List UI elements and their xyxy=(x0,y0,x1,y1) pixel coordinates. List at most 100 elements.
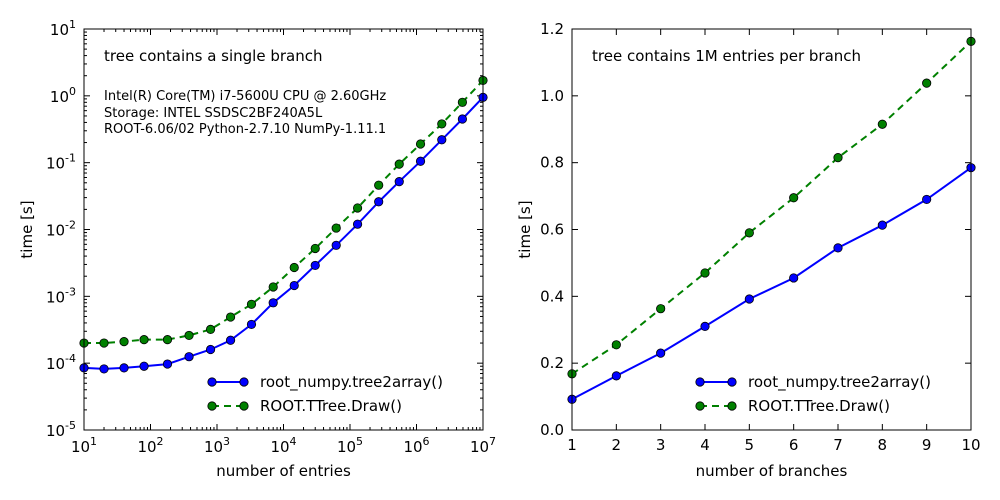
axes-frame xyxy=(571,28,972,431)
data-point xyxy=(611,371,621,381)
data-point xyxy=(139,361,149,371)
x-tick-label: 102 xyxy=(137,435,163,456)
axes-frame xyxy=(83,28,484,431)
data-point xyxy=(394,177,404,187)
data-point xyxy=(225,312,236,322)
data-point xyxy=(162,335,173,345)
y-tick-label: 101 xyxy=(50,18,76,39)
data-point xyxy=(352,203,363,213)
data-point xyxy=(833,153,843,163)
legend-marker xyxy=(695,377,705,387)
panel-annotation-line: ROOT-6.06/02 Python-2.7.10 NumPy-1.11.1 xyxy=(104,122,386,137)
legend-label: ROOT.TTree.Draw() xyxy=(748,397,890,415)
legend-marker xyxy=(239,401,249,411)
panel-left: 101 102 103 104 105 106 107 10-5 10-4 10-3 10-2 10-… xyxy=(18,18,496,480)
legend-marker xyxy=(727,401,737,411)
data-point xyxy=(268,282,278,292)
y-tick-label: 0.2 xyxy=(540,354,564,372)
panel-right: 1 2 3 4 5 6 7 8 9 10 0.0 0.2 0.4 0.6 0.8 1.0 1.2 number o… xyxy=(516,20,981,480)
data-point xyxy=(877,220,887,230)
x-tick-label: 2 xyxy=(612,436,622,454)
panel-annotation-title: tree contains 1M entries per branch xyxy=(592,47,861,65)
data-point xyxy=(268,298,278,308)
data-point xyxy=(656,304,666,314)
x-tick-label: 105 xyxy=(337,435,363,456)
y-tick-label: 10-4 xyxy=(46,352,76,373)
legend-marker xyxy=(727,377,737,387)
data-point xyxy=(352,219,363,229)
data-point xyxy=(744,228,754,238)
series-line xyxy=(571,40,972,375)
x-tick-label: 101 xyxy=(71,435,97,456)
y-tick-label: 0.0 xyxy=(540,421,564,439)
x-tick-label: 104 xyxy=(270,435,296,456)
legend-marker xyxy=(207,401,217,411)
series-line xyxy=(83,96,484,370)
data-point xyxy=(225,335,236,345)
panel-annotation-line: Intel(R) Core(TM) i7-5600U CPU @ 2.60GHz xyxy=(104,89,386,104)
x-axis-label: number of branches xyxy=(696,462,848,480)
panel-annotation-title: tree contains a single branch xyxy=(104,47,322,65)
data-point xyxy=(700,321,710,332)
data-point xyxy=(289,262,299,273)
series-line xyxy=(571,166,972,401)
y-tick-label: 1.0 xyxy=(540,87,564,105)
data-point xyxy=(246,299,257,309)
data-point xyxy=(789,273,799,283)
x-tick-label: 6 xyxy=(789,436,799,454)
data-point xyxy=(162,359,173,369)
data-point xyxy=(331,223,341,233)
y-tick-label: 10-5 xyxy=(46,419,76,440)
y-tick-label: 10-1 xyxy=(46,152,76,173)
y-tick-label: 1.2 xyxy=(540,20,564,38)
series-tree2array xyxy=(567,163,976,404)
x-tick-label: 103 xyxy=(204,435,230,456)
data-point xyxy=(789,193,799,203)
x-tick-label: 1 xyxy=(567,436,577,454)
x-tick-label: 9 xyxy=(922,436,932,454)
data-point xyxy=(394,159,404,169)
panel-annotation-line: Storage: INTEL SSDSC2BF240A5L xyxy=(104,106,323,121)
data-point xyxy=(119,337,129,347)
legend: root_numpy.tree2array() ROOT.TTree.Draw() xyxy=(207,373,443,415)
legend: root_numpy.tree2array() ROOT.TTree.Draw() xyxy=(695,373,931,415)
data-point xyxy=(877,119,887,129)
data-point xyxy=(310,243,320,254)
y-tick-label: 100 xyxy=(50,85,76,106)
x-tick-label: 5 xyxy=(745,436,755,454)
y-tick-label: 10-3 xyxy=(46,285,76,306)
x-tick-label: 8 xyxy=(878,436,888,454)
x-axis-label: number of entries xyxy=(216,462,351,480)
x-tick-label: 4 xyxy=(700,436,710,454)
data-point xyxy=(922,78,932,88)
data-point xyxy=(205,344,216,355)
legend-marker xyxy=(239,377,249,387)
x-tick-label: 10 xyxy=(961,436,980,454)
data-point xyxy=(744,294,754,304)
data-point xyxy=(184,330,194,341)
series-ttree-draw xyxy=(79,75,488,348)
data-point xyxy=(611,340,621,350)
y-tick-label: 0.4 xyxy=(540,287,564,305)
data-point xyxy=(310,260,320,271)
legend-label: ROOT.TTree.Draw() xyxy=(260,397,402,415)
x-tick-label: 106 xyxy=(403,435,429,456)
data-point xyxy=(437,135,447,145)
data-point xyxy=(205,324,216,335)
data-point xyxy=(415,156,426,166)
data-point xyxy=(415,139,426,149)
series-ttree-draw xyxy=(567,36,976,379)
data-point xyxy=(457,97,467,107)
data-point xyxy=(437,119,447,129)
data-point xyxy=(289,280,299,291)
data-point xyxy=(656,348,666,358)
data-point xyxy=(833,243,843,253)
data-point xyxy=(99,364,109,374)
data-point xyxy=(457,114,467,124)
legend-marker xyxy=(695,401,705,411)
legend-marker xyxy=(207,377,217,387)
data-point xyxy=(139,335,149,345)
y-axis-label: time [s] xyxy=(516,200,534,258)
series-tree2array xyxy=(79,92,488,374)
